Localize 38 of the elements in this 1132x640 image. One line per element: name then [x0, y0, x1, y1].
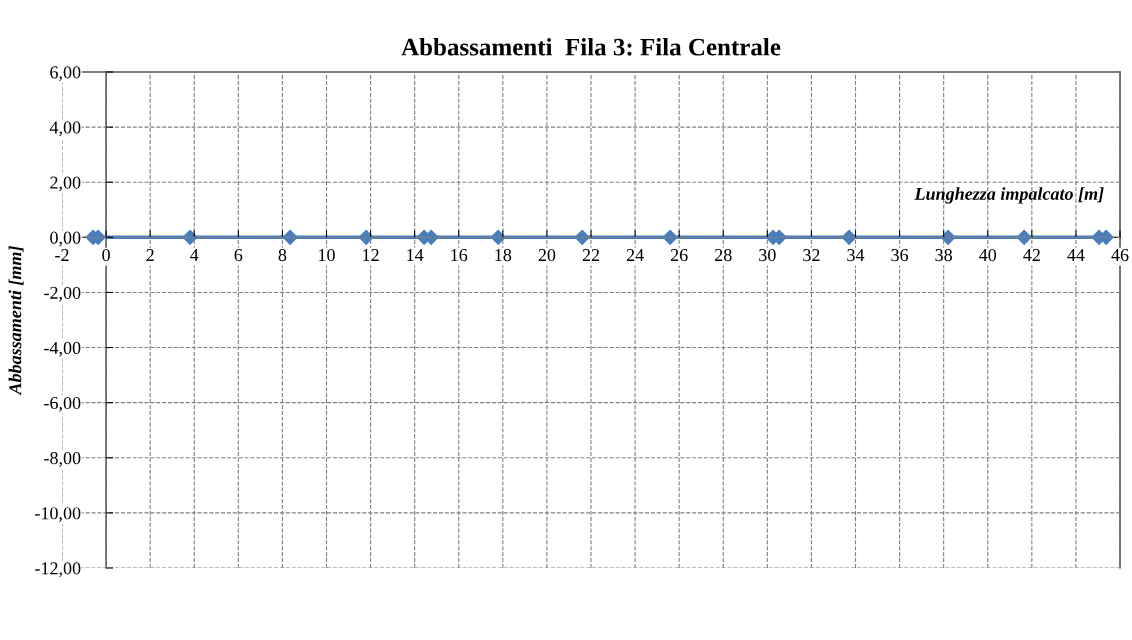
- x-tick-label: 16: [451, 249, 468, 262]
- x-tick-label: 26: [670, 249, 688, 262]
- y-tick-label: -6,00: [44, 396, 81, 412]
- y-tick-label: -12,00: [35, 562, 81, 578]
- x-tick-label: 12: [363, 249, 379, 261]
- x-tick-label: 14: [407, 249, 424, 261]
- x-tick-label: 0: [102, 248, 110, 262]
- y-tick-label: 2,00: [50, 176, 81, 192]
- x-tick-label: -2: [55, 249, 69, 261]
- x-tick-label: 34: [847, 249, 865, 262]
- y-tick-label: -10,00: [35, 507, 81, 522]
- x-tick-label: 32: [803, 249, 820, 262]
- x-tick-label: 18: [495, 248, 512, 262]
- x-tick-label: 28: [715, 248, 732, 262]
- x-tick-label: 10: [319, 248, 335, 262]
- y-tick-label: 4,00: [49, 121, 81, 137]
- chart-title: Abbassamenti Fila 3: Fila Centrale: [401, 37, 781, 56]
- y-axis-title: Abbassamenti [mm]: [8, 245, 24, 396]
- y-tick-label: -4,00: [44, 341, 81, 357]
- x-tick-label: 20: [538, 248, 556, 262]
- y-tick-label: -2,00: [44, 286, 81, 302]
- x-tick-label: 6: [234, 249, 243, 262]
- x-tick-label: 44: [1067, 249, 1085, 261]
- x-tick-label: 2: [146, 249, 154, 261]
- y-tick-label: -8,00: [44, 452, 81, 467]
- x-tick-label: 8: [278, 248, 287, 262]
- y-tick-label: 6,00: [50, 66, 81, 82]
- y-tick-label: 0,00: [50, 231, 81, 247]
- x-tick-label: 30: [759, 248, 776, 262]
- x-tick-label: 46: [1111, 249, 1129, 262]
- x-tick-label: 42: [1023, 249, 1040, 261]
- x-tick-label: 22: [582, 249, 600, 261]
- x-tick-label: 4: [190, 249, 199, 261]
- x-tick-label: 38: [935, 248, 953, 262]
- x-axis-title: Lunghezza impalcato [m]: [914, 187, 1104, 204]
- x-tick-label: 40: [979, 248, 997, 262]
- x-tick-label: 36: [891, 249, 909, 262]
- x-tick-label: 24: [626, 249, 644, 261]
